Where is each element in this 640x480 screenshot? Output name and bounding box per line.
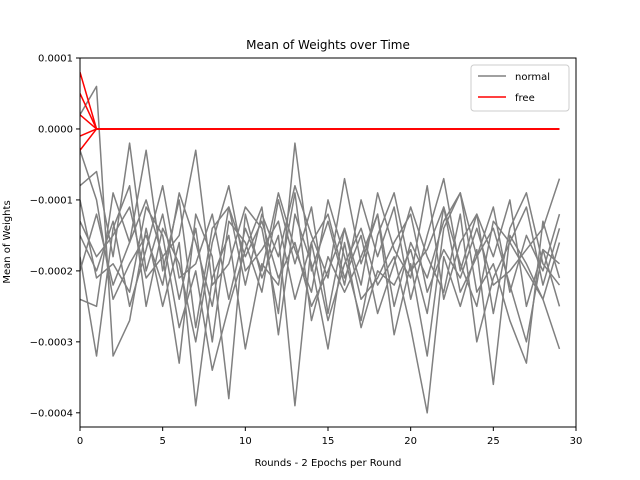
x-tick-label: 15 (322, 436, 335, 447)
x-tick-label: 0 (77, 436, 83, 447)
x-tick-label: 20 (404, 436, 417, 447)
series-line-normal-7 (80, 85, 561, 407)
y-tick-label: 0.0000 (38, 124, 73, 135)
series-layer (80, 71, 561, 414)
series-line-free-11 (80, 114, 560, 130)
series-line-normal-8 (80, 199, 561, 371)
series-line-free-12 (80, 128, 560, 137)
y-axis: 0.0001 0.0000 −0.0001 −0.0002 −0.0003 −0.0004 (30, 54, 80, 419)
x-axis-label: Rounds - 2 Epochs per Round (255, 458, 402, 469)
y-tick-label: 0.0001 (38, 54, 73, 65)
series-line-normal-1 (80, 142, 561, 343)
series-line-normal-6 (80, 206, 561, 414)
legend-label-normal: normal (515, 72, 550, 83)
x-axis: 0 5 10 15 20 25 30 (77, 427, 583, 447)
series-line-normal-3 (80, 184, 561, 322)
y-tick-label: −0.0003 (30, 337, 73, 348)
x-tick-label: 10 (239, 436, 252, 447)
y-tick-label: −0.0001 (30, 195, 73, 206)
y-tick-label: −0.0002 (30, 266, 73, 277)
x-tick-label: 5 (159, 436, 165, 447)
y-axis-label: Mean of Weights (2, 200, 13, 283)
chart-title: Mean of Weights over Time (246, 38, 410, 52)
series-line-free-13 (80, 128, 560, 151)
legend-label-free: free (515, 93, 535, 104)
x-tick-label: 25 (487, 436, 500, 447)
x-tick-label: 30 (570, 436, 583, 447)
y-tick-label: −0.0004 (30, 408, 73, 419)
series-line-normal-4 (80, 184, 561, 357)
legend: normal free (470, 64, 570, 112)
